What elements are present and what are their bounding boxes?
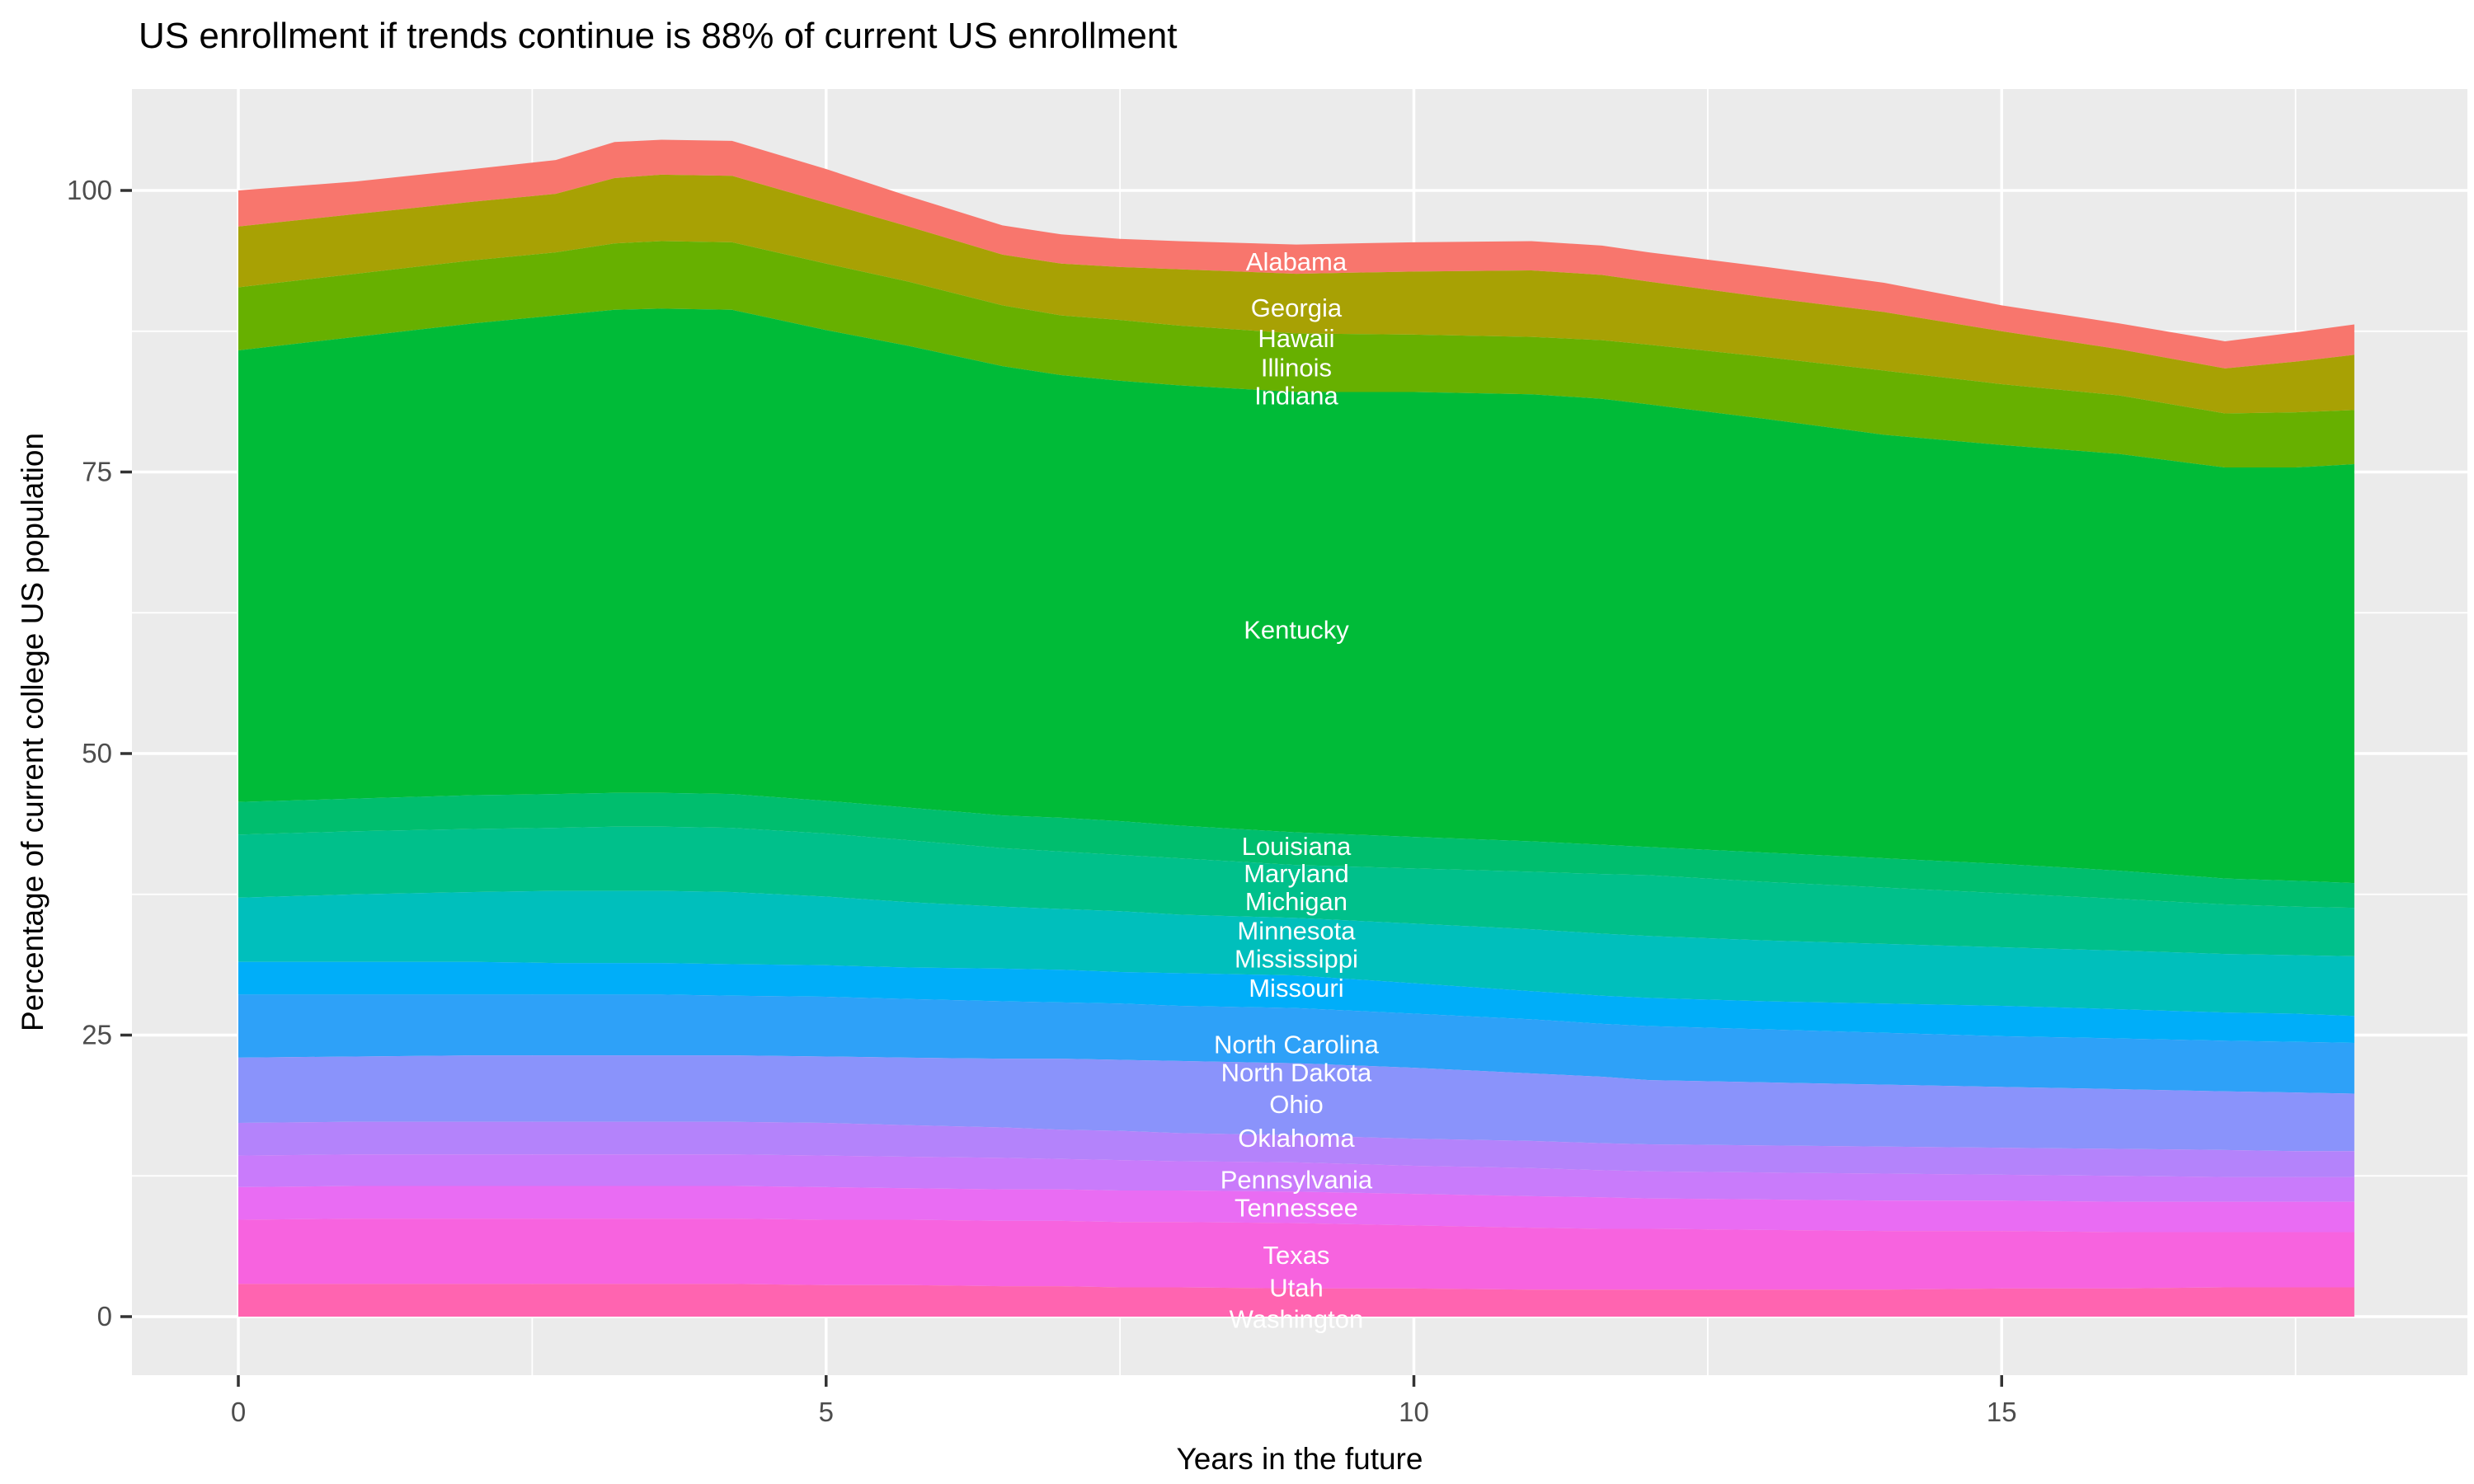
- band-label-utah: Utah: [1269, 1273, 1323, 1302]
- y-tick-label: 50: [82, 738, 112, 768]
- area-band-texas-utah: [238, 1219, 2354, 1290]
- band-label-georgia: Georgia: [1251, 294, 1343, 322]
- band-label-washington: Washington: [1230, 1305, 1364, 1334]
- area-band-louisiana: [238, 792, 2354, 909]
- band-label-indiana: Indiana: [1254, 382, 1338, 411]
- band-label-louisiana: Louisiana: [1242, 832, 1352, 861]
- x-axis-title: Years in the future: [1177, 1442, 1423, 1476]
- area-band-missouri: [238, 961, 2354, 1044]
- band-label-texas: Texas: [1263, 1241, 1329, 1270]
- band-label-kentucky: Kentucky: [1244, 616, 1349, 645]
- chart-title: US enrollment if trends continue is 88% …: [139, 16, 1177, 56]
- band-label-michigan: Michigan: [1245, 887, 1348, 916]
- area-band-tennessee: [238, 1186, 2354, 1233]
- x-tick-label: 0: [231, 1397, 246, 1427]
- x-tick-label: 10: [1399, 1397, 1429, 1427]
- band-label-maryland: Maryland: [1244, 859, 1349, 888]
- area-band-minnesota-mississippi: [238, 890, 2354, 1017]
- area-band-washington: [238, 1284, 2354, 1317]
- band-label-minnesota: Minnesota: [1237, 916, 1356, 945]
- x-tick-label: 15: [1987, 1397, 2017, 1427]
- band-label-north-carolina: North Carolina: [1214, 1030, 1380, 1059]
- band-label-tennessee: Tennessee: [1235, 1193, 1358, 1222]
- y-tick-label: 0: [97, 1301, 112, 1331]
- x-tick-label: 5: [819, 1397, 834, 1427]
- band-label-pennsylvania: Pennsylvania: [1221, 1165, 1373, 1194]
- band-label-illinois: Illinois: [1261, 353, 1332, 382]
- band-label-hawaii: Hawaii: [1258, 324, 1334, 353]
- band-label-ohio: Ohio: [1269, 1090, 1323, 1119]
- area-band-hawaii-illinois: [238, 241, 2354, 468]
- area-band-georgia: [238, 174, 2354, 414]
- area-band-indiana-kentucky: [238, 308, 2354, 884]
- area-band-north-dakota-ohio: [238, 1055, 2354, 1152]
- band-label-alabama: Alabama: [1246, 247, 1348, 276]
- y-tick-label: 100: [67, 175, 112, 205]
- y-tick-label: 75: [82, 457, 112, 487]
- area-band-north-carolina: [238, 994, 2354, 1094]
- band-label-oklahoma: Oklahoma: [1238, 1124, 1355, 1153]
- y-tick-label: 25: [82, 1020, 112, 1050]
- y-axis-title: Percentage of current college US populat…: [16, 433, 49, 1031]
- band-label-missouri: Missouri: [1249, 974, 1343, 1003]
- area-band-pennsylvania: [238, 1154, 2354, 1202]
- area-band-oklahoma: [238, 1121, 2354, 1177]
- band-label-north-dakota: North Dakota: [1221, 1059, 1372, 1087]
- band-label-mississippi: Mississippi: [1235, 945, 1358, 974]
- area-band-maryland-michigan: [238, 826, 2354, 956]
- area-band-alabama: [238, 139, 2354, 369]
